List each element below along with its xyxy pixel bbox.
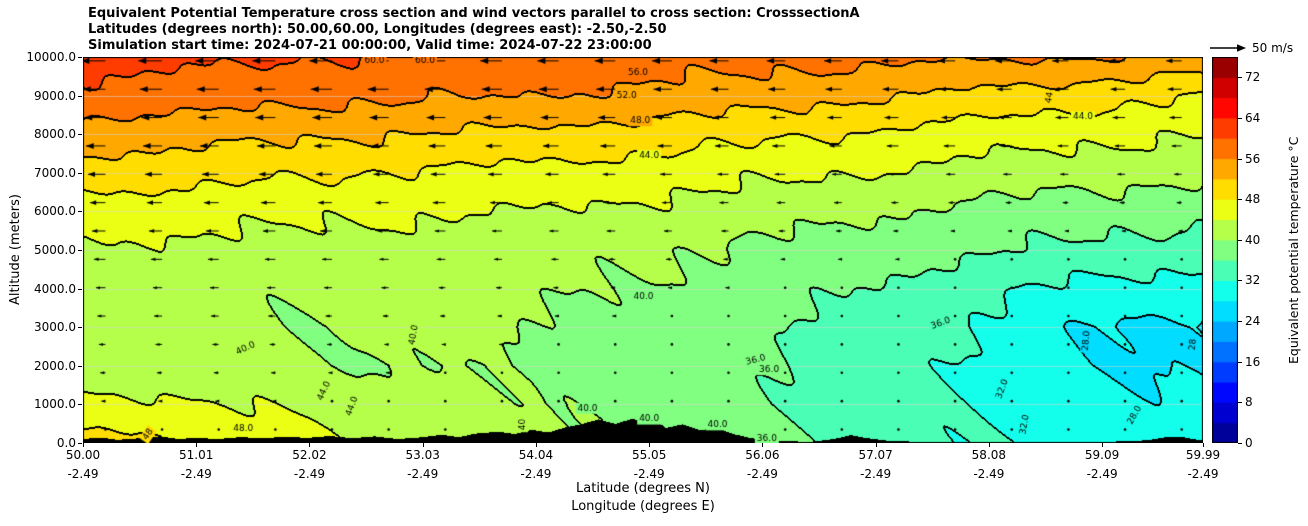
colorbar-tick-mark <box>1238 443 1242 444</box>
x-tick-mark <box>422 443 424 447</box>
colorbar-tick-mark <box>1238 402 1242 404</box>
colorbar-tick-label: 32 <box>1245 273 1261 288</box>
x-tick-latitude: 50.00 <box>65 448 101 462</box>
y-tick-mark <box>78 57 82 58</box>
x-tick-latitude: 59.09 <box>1084 448 1120 462</box>
colorbar-tick-label: 0 <box>1245 436 1253 450</box>
title-line-1: Equivalent Potential Temperature cross s… <box>88 6 860 21</box>
y-tick-mark <box>78 365 82 367</box>
x-tick-longitude: -2.49 <box>746 467 778 481</box>
x-tick-mark <box>83 443 84 447</box>
x-tick-latitude: 58.08 <box>971 448 1007 462</box>
colorbar-tick-mark <box>1238 280 1242 282</box>
y-tick-mark <box>78 288 82 290</box>
x-tick-mark <box>762 443 764 447</box>
y-tick-mark <box>78 134 82 136</box>
x-tick-mark <box>1203 443 1204 447</box>
wind-reference-key: 50 m/s <box>1210 41 1293 55</box>
y-tick-mark <box>78 404 82 406</box>
colorbar-tick-mark <box>1238 158 1242 160</box>
cross-section-plot-canvas <box>83 57 1203 443</box>
y-tick-label: 8000.0 <box>34 127 76 142</box>
x-tick-latitude: 57.07 <box>858 448 893 462</box>
x-tick-label: 57.07 -2.49 <box>841 449 911 481</box>
y-tick-label: 1000.0 <box>34 397 76 412</box>
colorbar-tick-label: 48 <box>1245 192 1261 207</box>
y-tick-label: 5000.0 <box>34 243 76 257</box>
title-line-3: Simulation start time: 2024-07-21 00:00:… <box>88 38 652 53</box>
x-tick-label: 54.04 -2.49 <box>501 449 571 481</box>
x-axis-label-2: Longitude (degrees E) <box>571 499 715 514</box>
x-tick-latitude: 56.06 <box>745 448 780 462</box>
y-tick-mark <box>78 250 82 251</box>
x-tick-longitude: -2.49 <box>67 467 99 481</box>
x-tick-label: 59.09 -2.49 <box>1067 449 1137 481</box>
x-tick-label: 51.01 -2.49 <box>161 449 231 481</box>
colorbar-tick-mark <box>1238 239 1242 241</box>
y-tick-label: 4000.0 <box>34 281 76 296</box>
colorbar-tick-label: 16 <box>1245 354 1261 369</box>
x-tick-label: 53.03 -2.49 <box>388 449 458 481</box>
x-tick-latitude: 52.02 <box>292 448 327 462</box>
x-tick-mark <box>875 443 877 447</box>
x-tick-label: 56.06 -2.49 <box>727 449 797 481</box>
x-tick-mark <box>1102 443 1104 447</box>
x-axis-label: Latitude (degrees N) <box>576 481 710 496</box>
colorbar-canvas <box>1212 57 1238 443</box>
x-tick-mark <box>196 443 198 447</box>
x-tick-longitude: -2.49 <box>860 467 892 481</box>
colorbar-tick-mark <box>1238 117 1242 119</box>
x-tick-label: 50.00 -2.49 <box>48 449 118 481</box>
wind-reference-arrow-icon <box>1210 44 1246 52</box>
wind-reference-label: 50 m/s <box>1252 41 1294 55</box>
y-tick-mark <box>78 172 82 174</box>
colorbar-tick-mark <box>1238 199 1242 201</box>
colorbar-tick-label: 56 <box>1245 151 1261 166</box>
colorbar-tick-label: 64 <box>1245 110 1261 125</box>
colorbar-tick-mark <box>1238 321 1242 323</box>
x-tick-mark <box>309 443 311 447</box>
x-tick-longitude: -2.49 <box>1187 467 1219 481</box>
y-tick-mark <box>78 95 82 97</box>
x-tick-longitude: -2.49 <box>520 467 552 481</box>
x-tick-latitude: 55.05 <box>631 448 667 462</box>
x-tick-mark <box>535 443 537 447</box>
colorbar-tick-mark <box>1238 77 1242 79</box>
y-tick-mark <box>78 443 82 444</box>
x-tick-latitude: 53.03 <box>405 448 440 462</box>
x-tick-mark <box>988 443 990 447</box>
x-tick-longitude: -2.49 <box>293 467 325 481</box>
x-tick-label: 52.02 -2.49 <box>274 449 344 481</box>
colorbar-tick-label: 72 <box>1245 70 1261 85</box>
y-tick-label: 2000.0 <box>34 358 76 373</box>
y-tick-label: 6000.0 <box>34 204 76 219</box>
colorbar-label: Equivalent potential temperature °C <box>1286 136 1301 364</box>
y-tick-mark <box>78 211 82 213</box>
colorbar-tick-label: 24 <box>1245 314 1261 329</box>
x-tick-label: 55.05 -2.49 <box>614 449 684 481</box>
x-tick-latitude: 54.04 <box>518 448 554 462</box>
y-tick-label: 9000.0 <box>34 88 76 103</box>
x-tick-label: 59.99 -2.49 <box>1168 449 1238 481</box>
x-tick-longitude: -2.49 <box>1086 467 1118 481</box>
y-tick-mark <box>78 327 82 329</box>
x-tick-longitude: -2.49 <box>180 467 212 481</box>
colorbar-tick-label: 40 <box>1245 232 1261 247</box>
title-line-2: Latitudes (degrees north): 50.00,60.00, … <box>88 22 667 37</box>
x-tick-label: 58.08 -2.49 <box>954 449 1024 481</box>
x-tick-longitude: -2.49 <box>973 467 1005 481</box>
y-tick-label: 0.0 <box>56 436 76 450</box>
y-tick-label: 10000.0 <box>26 50 76 64</box>
x-tick-latitude: 51.01 <box>179 448 214 462</box>
y-tick-label: 3000.0 <box>34 320 76 335</box>
colorbar-tick-mark <box>1238 361 1242 363</box>
x-tick-latitude: 59.99 <box>1185 448 1221 462</box>
x-tick-longitude: -2.49 <box>633 467 665 481</box>
x-tick-mark <box>649 443 651 447</box>
figure-title-block: Equivalent Potential Temperature cross s… <box>88 6 860 54</box>
x-tick-longitude: -2.49 <box>407 467 439 481</box>
colorbar-tick-label: 8 <box>1245 395 1253 410</box>
y-tick-label: 7000.0 <box>34 165 76 180</box>
